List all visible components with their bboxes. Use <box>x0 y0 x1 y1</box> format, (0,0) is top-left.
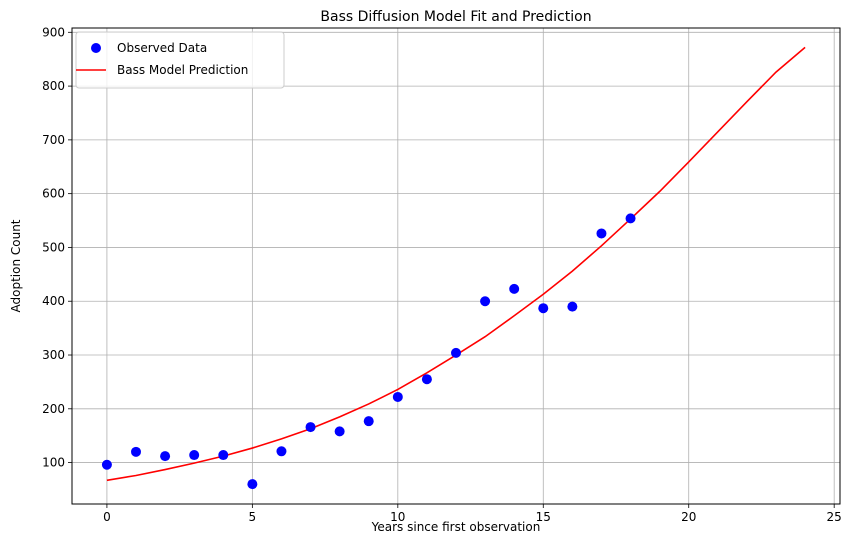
observed-data-point <box>334 426 345 437</box>
observed-data-point <box>363 416 374 427</box>
x-tick-label: 20 <box>681 510 696 524</box>
observed-data-point <box>596 228 607 239</box>
y-axis-label: Adoption Count <box>9 219 23 312</box>
observed-data-point <box>509 283 520 294</box>
observed-data-point <box>101 459 112 470</box>
x-tick-label: 15 <box>536 510 551 524</box>
y-tick-label: 600 <box>42 187 65 201</box>
y-tick-label: 400 <box>42 294 65 308</box>
y-tick-label: 500 <box>42 240 65 254</box>
legend-marker-observed <box>91 43 101 53</box>
legend-label-prediction: Bass Model Prediction <box>117 63 248 77</box>
legend-box <box>75 31 285 89</box>
observed-data-point <box>567 301 578 312</box>
observed-data-point <box>392 391 403 402</box>
y-tick-label: 700 <box>42 133 65 147</box>
observed-data-point <box>189 450 200 461</box>
x-tick-label: 25 <box>827 510 842 524</box>
legend-label-observed: Observed Data <box>117 41 207 55</box>
y-tick-label: 900 <box>42 25 65 39</box>
legend: Observed Data Bass Model Prediction <box>75 31 285 89</box>
observed-data-point <box>247 479 258 490</box>
grid <box>72 28 840 504</box>
plot-background <box>72 28 840 504</box>
scatter-series <box>101 213 636 490</box>
y-tick-label: 300 <box>42 348 65 362</box>
observed-data-point <box>421 374 432 385</box>
observed-data-point <box>160 451 171 462</box>
y-tick-label: 200 <box>42 402 65 416</box>
observed-data-point <box>276 446 287 457</box>
observed-data-point <box>480 296 491 307</box>
chart-title: Bass Diffusion Model Fit and Prediction <box>320 9 591 25</box>
observed-data-point <box>538 303 549 314</box>
observed-data-point <box>218 450 229 461</box>
y-tick-label: 100 <box>42 456 65 470</box>
observed-data-point <box>451 347 461 358</box>
axis-ticks: 0 5 10 15 20 25 100 200 300 400 500 600 700 800 900 <box>42 25 842 524</box>
observed-data-point <box>625 213 636 224</box>
x-axis-label: Years since first observation <box>371 520 541 534</box>
x-tick-label: 0 <box>103 510 111 524</box>
x-tick-label: 10 <box>390 510 405 524</box>
plot-frame <box>71 27 841 505</box>
observed-data-point <box>305 422 316 433</box>
x-tick-label: 5 <box>249 510 257 524</box>
y-tick-label: 800 <box>42 79 65 93</box>
observed-data-point <box>131 446 141 457</box>
